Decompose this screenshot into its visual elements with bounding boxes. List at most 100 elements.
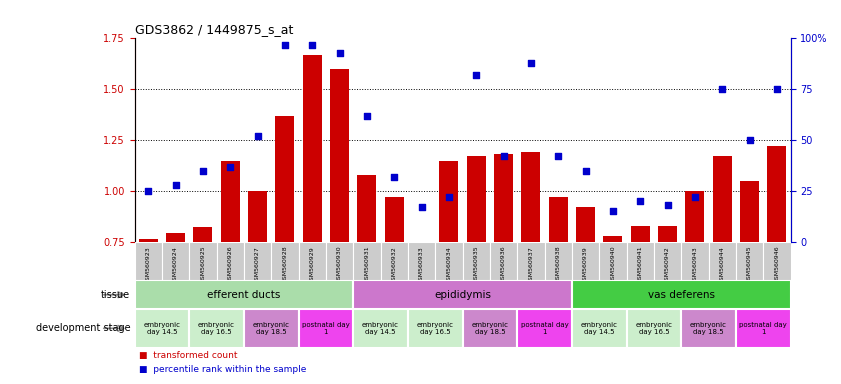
Text: GSM560939: GSM560939 [583,246,588,283]
Text: vas deferens: vas deferens [648,290,715,300]
Text: GSM560933: GSM560933 [419,246,424,283]
Bar [572,242,599,280]
Bar [740,181,759,384]
Bar [517,242,544,280]
Bar [275,116,294,384]
Bar [135,242,161,280]
Text: embryonic
day 16.5: embryonic day 16.5 [417,322,453,335]
Point [251,133,264,139]
Bar [244,309,299,348]
Text: GSM560934: GSM560934 [447,246,452,283]
Bar [517,309,572,348]
Text: GSM560941: GSM560941 [637,246,643,283]
Text: GDS3862 / 1449875_s_at: GDS3862 / 1449875_s_at [135,23,293,36]
Bar [736,242,763,280]
Text: embryonic
day 16.5: embryonic day 16.5 [636,322,672,335]
Text: ■  transformed count: ■ transformed count [139,351,237,360]
Bar [408,309,463,348]
Point [633,198,647,204]
Point [606,209,620,215]
Bar [463,242,489,280]
Point [333,50,346,56]
Bar [545,242,572,280]
Bar [763,242,791,280]
Text: GSM560926: GSM560926 [228,246,233,283]
Bar [135,309,189,348]
Bar [627,309,681,348]
Point [552,153,565,159]
Bar [708,242,736,280]
Point [770,86,784,93]
Bar [248,191,267,384]
Text: GSM560940: GSM560940 [611,246,616,283]
Text: GSM560943: GSM560943 [692,246,697,283]
Point [224,164,237,170]
Bar [439,161,458,384]
Text: GSM560938: GSM560938 [556,246,561,283]
Text: GSM560942: GSM560942 [665,246,670,283]
Text: embryonic
day 14.5: embryonic day 14.5 [581,322,617,335]
Text: development stage: development stage [35,323,130,333]
Text: GSM560925: GSM560925 [200,246,205,283]
Point [196,168,209,174]
Point [360,113,373,119]
Text: GSM560930: GSM560930 [337,246,342,283]
Bar [603,236,622,384]
Point [661,202,674,209]
Text: GSM560935: GSM560935 [473,246,479,283]
Point [305,41,319,48]
Text: postnatal day
1: postnatal day 1 [302,322,350,335]
Text: postnatal day
1: postnatal day 1 [521,322,569,335]
Bar [325,242,353,280]
Point [388,174,401,180]
Bar [631,226,650,384]
Bar [330,69,349,384]
Text: embryonic
day 16.5: embryonic day 16.5 [198,322,235,335]
Bar [654,242,681,280]
Bar [161,242,189,280]
Bar [217,242,244,280]
Text: embryonic
day 18.5: embryonic day 18.5 [253,322,289,335]
Text: epididymis: epididymis [434,290,491,300]
Bar [384,197,404,384]
Bar [353,242,380,280]
Bar [548,197,568,384]
Bar [220,161,240,384]
Bar [627,242,653,280]
Text: GSM560931: GSM560931 [364,246,369,283]
Bar [353,280,572,309]
Point [141,188,155,194]
Bar [576,207,595,384]
Bar [572,280,791,309]
Text: GSM560945: GSM560945 [747,246,752,283]
Bar [193,227,213,384]
Bar [681,309,736,348]
Bar [521,152,541,384]
Point [278,41,292,48]
Text: GSM560927: GSM560927 [255,246,260,283]
Text: GSM560923: GSM560923 [145,246,151,283]
Text: GSM560929: GSM560929 [309,246,315,283]
Bar [271,242,299,280]
Point [469,72,483,78]
Point [579,168,592,174]
Text: GSM560936: GSM560936 [501,246,506,283]
Bar [135,280,353,309]
Text: GSM560937: GSM560937 [528,246,533,283]
Text: ■  percentile rank within the sample: ■ percentile rank within the sample [139,365,306,374]
Bar [299,242,325,280]
Bar [353,309,408,348]
Point [497,153,510,159]
Text: GSM560944: GSM560944 [720,246,725,283]
Point [743,137,756,143]
Text: GSM560924: GSM560924 [173,246,178,283]
Bar [408,242,436,280]
Text: GSM560932: GSM560932 [392,246,397,283]
Bar [357,175,377,384]
Bar [189,242,217,280]
Text: efferent ducts: efferent ducts [207,290,281,300]
Point [415,204,428,210]
Text: embryonic
day 18.5: embryonic day 18.5 [690,322,727,335]
Bar [767,146,786,384]
Bar [467,156,486,384]
